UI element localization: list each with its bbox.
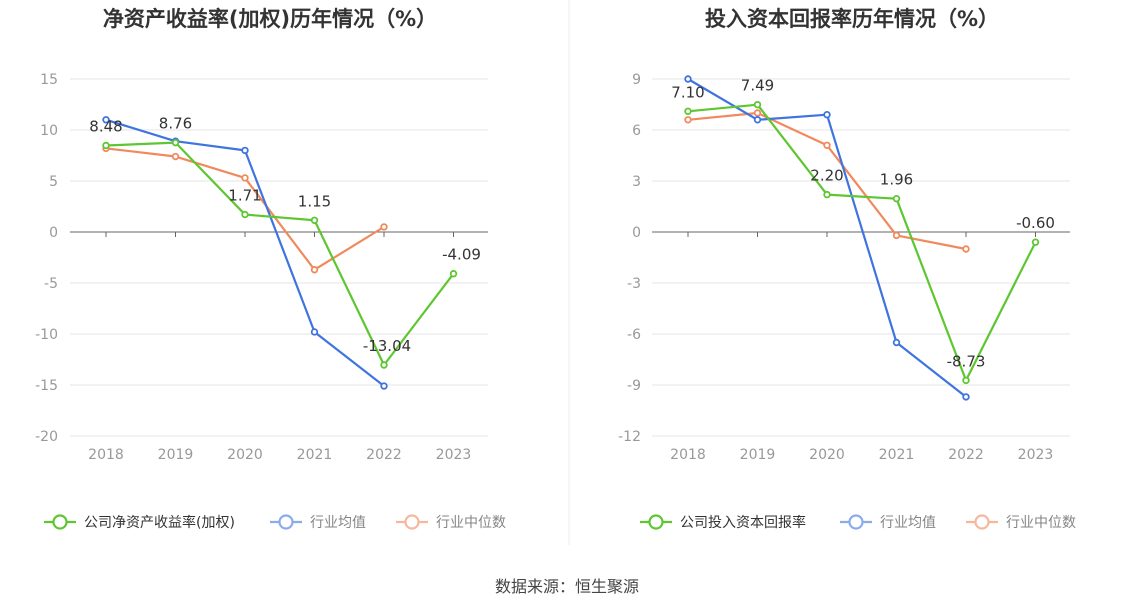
roic-chart: 投入资本回报率历年情况（%） 9 6 3 0 -3 -6 -9 -12 2018 2019 2020 2… [618, 7, 1076, 531]
data-point-avg [310, 328, 319, 336]
legend-marker [278, 514, 294, 530]
legend-label: 行业中位数 [1006, 515, 1076, 531]
data-point-median [171, 152, 180, 161]
y-tick-label: 3 [632, 174, 641, 190]
series-line-avg [687, 78, 967, 398]
legend-label: 行业均值 [880, 515, 936, 531]
data-point-median [241, 174, 249, 182]
data-point-avg [684, 75, 692, 83]
data-point-company [892, 194, 901, 203]
x-tick-label: 2023 [436, 447, 472, 463]
x-tick-label: 2018 [670, 447, 706, 463]
data-label: -8.73 [947, 352, 986, 370]
data-point-median [684, 116, 692, 124]
legend-marker [848, 514, 864, 530]
data-label: 8.48 [89, 118, 122, 136]
series-line-company [105, 141, 455, 367]
x-tick-label: 2022 [948, 447, 984, 463]
chart-title: 投入资本回报率历年情况（%） [705, 7, 999, 31]
data-point-company [171, 138, 180, 147]
legend-marker [974, 514, 990, 530]
legend-label: 行业中位数 [436, 515, 506, 531]
x-tick-label: 2020 [227, 447, 263, 463]
chart-title: 净资产收益率(加权)历年情况（%） [103, 7, 437, 31]
data-point-median [962, 245, 970, 253]
legend-label: 公司投入资本回报率 [680, 514, 806, 531]
data-label: -13.04 [363, 337, 411, 355]
series-line-company [687, 103, 1037, 382]
y-tick-label: -3 [627, 276, 641, 292]
x-tick-label: 2019 [158, 447, 194, 463]
legend-item-company[interactable]: 公司净资产收益率(加权) [44, 514, 235, 531]
legend-label: 公司净资产收益率(加权) [84, 514, 235, 531]
data-point-avg [241, 146, 249, 155]
data-point-company [1031, 238, 1040, 246]
data-point-avg [962, 393, 970, 401]
series-line-median [105, 147, 385, 271]
data-label: 1.71 [228, 187, 261, 205]
legend-marker [648, 514, 664, 530]
legend-item-median[interactable]: 行业中位数 [966, 514, 1076, 531]
roe-chart: 净资产收益率(加权)历年情况（%） 15 10 5 0 -5 -10 -15 -20 2018 20… [35, 7, 506, 531]
data-point-company [753, 100, 762, 109]
data-point-company [684, 107, 692, 115]
legend-marker [52, 514, 68, 530]
data-label: -4.09 [442, 246, 481, 264]
data-point-avg [892, 338, 901, 347]
data-point-median [310, 266, 319, 274]
data-point-company [102, 141, 110, 150]
legend-item-median[interactable]: 行业中位数 [396, 514, 506, 531]
y-tick-label: -12 [618, 429, 641, 445]
x-tick-label: 2022 [366, 447, 402, 463]
y-tick-label: -5 [44, 276, 58, 292]
data-label: -0.60 [1016, 214, 1055, 232]
x-tick-label: 2018 [88, 447, 124, 463]
data-point-avg [380, 382, 388, 390]
y-tick-label: -15 [35, 378, 58, 394]
legend-item-avg[interactable]: 行业均值 [270, 514, 366, 531]
data-label: 8.76 [159, 115, 192, 133]
data-point-avg [753, 116, 762, 124]
y-tick-label: 0 [49, 225, 58, 241]
data-label: 1.96 [880, 171, 913, 189]
data-point-company [962, 376, 970, 385]
data-point-company [823, 190, 831, 199]
y-tick-label: 9 [632, 72, 641, 88]
data-label: 2.20 [810, 167, 843, 185]
x-tick-label: 2021 [297, 447, 333, 463]
legend-marker [404, 514, 420, 530]
y-tick-label: -10 [35, 327, 58, 343]
data-point-company [449, 270, 458, 278]
data-source: 数据来源：恒生聚源 [495, 577, 639, 596]
y-tick-label: 5 [49, 174, 58, 190]
x-tick-label: 2019 [740, 447, 776, 463]
data-point-median [892, 231, 901, 240]
data-label: 7.49 [741, 77, 774, 95]
x-tick-label: 2020 [809, 447, 845, 463]
x-tick-label: 2023 [1018, 447, 1054, 463]
data-point-median [753, 109, 762, 117]
y-tick-label: -9 [627, 378, 641, 394]
legend-label: 行业均值 [310, 515, 366, 531]
data-point-avg [102, 116, 110, 124]
data-point-median [380, 223, 388, 231]
data-point-company [241, 210, 249, 219]
y-tick-label: 0 [632, 225, 641, 241]
data-point-company [310, 216, 319, 224]
y-tick-label: 15 [40, 72, 58, 88]
y-tick-label: -6 [627, 327, 641, 343]
y-tick-label: -20 [35, 429, 58, 445]
x-tick-label: 2021 [879, 447, 915, 463]
data-point-company [380, 361, 388, 369]
legend-item-avg[interactable]: 行业均值 [840, 514, 936, 531]
data-label: 7.10 [671, 83, 704, 101]
y-tick-label: 6 [632, 123, 641, 139]
data-label: 1.15 [298, 192, 331, 210]
y-tick-label: 10 [40, 123, 58, 139]
data-point-avg [823, 110, 831, 119]
legend-item-company[interactable]: 公司投入资本回报率 [640, 514, 806, 531]
data-point-median [823, 141, 831, 149]
